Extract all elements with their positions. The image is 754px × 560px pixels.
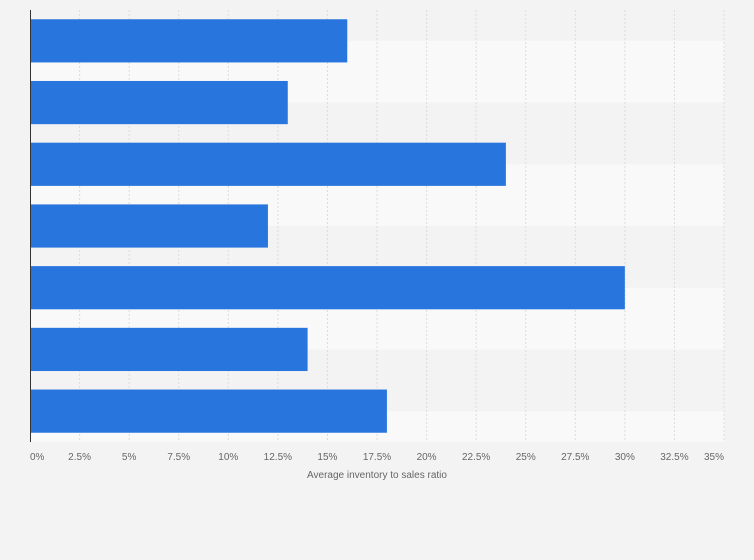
x-tick-label: 0% <box>30 452 45 463</box>
bar <box>30 142 506 186</box>
bar <box>30 204 268 248</box>
x-tick-label: 7.5% <box>167 452 190 463</box>
x-tick-label: 12.5% <box>264 452 292 463</box>
x-tick-label: 35% <box>704 452 724 463</box>
x-tick-label: 32.5% <box>660 452 688 463</box>
x-axis-title: Average inventory to sales ratio <box>307 470 447 481</box>
x-tick-label: 5% <box>122 452 137 463</box>
x-tick-label: 22.5% <box>462 452 490 463</box>
x-tick-label: 25% <box>516 452 536 463</box>
bar <box>30 266 625 310</box>
x-tick-label: 15% <box>317 452 337 463</box>
x-tick-label: 17.5% <box>363 452 391 463</box>
x-tick-label: 27.5% <box>561 452 589 463</box>
x-tick-labels: 0% 2.5% 5% 7.5% 10% 12.5% 15% 17.5% 20% 22.5% 25% 2… <box>30 452 724 463</box>
x-tick-label: 30% <box>615 452 635 463</box>
bar <box>30 327 308 372</box>
bar <box>30 19 348 63</box>
x-tick-label: 10% <box>218 452 238 463</box>
bars <box>30 19 625 433</box>
x-tick-label: 20% <box>417 452 437 463</box>
x-tick-label: 2.5% <box>68 452 91 463</box>
bar <box>30 80 288 125</box>
bar <box>30 389 387 433</box>
